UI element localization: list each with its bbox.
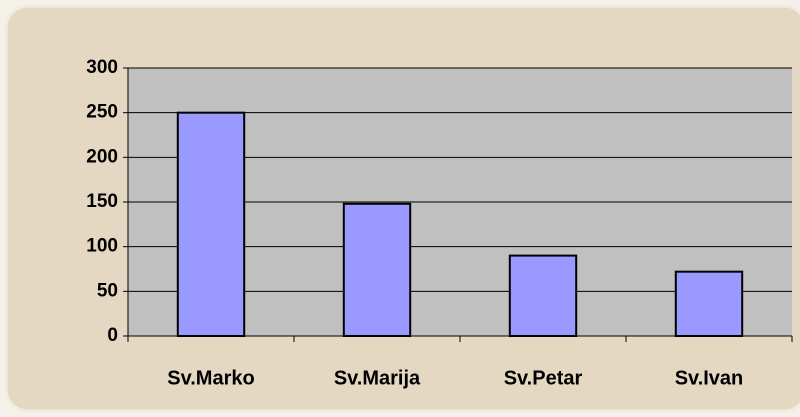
bar <box>176 111 246 337</box>
x-tick-label: Sv.Marko <box>167 367 254 389</box>
x-tick-label: Sv.Marija <box>334 367 421 389</box>
y-tick-label: 250 <box>86 102 118 123</box>
x-tick-label: Sv.Ivan <box>675 367 744 389</box>
bar <box>508 254 578 338</box>
y-tick-label: 50 <box>97 280 118 301</box>
x-tick-label: Sv.Petar <box>504 367 583 389</box>
y-tick-label: 0 <box>107 325 118 346</box>
bar <box>674 270 744 337</box>
y-tick-label: 300 <box>86 57 118 78</box>
y-tick-label: 100 <box>86 236 118 257</box>
y-tick-label: 150 <box>86 191 118 212</box>
y-tick-label: 200 <box>86 146 118 167</box>
bar <box>342 202 412 337</box>
